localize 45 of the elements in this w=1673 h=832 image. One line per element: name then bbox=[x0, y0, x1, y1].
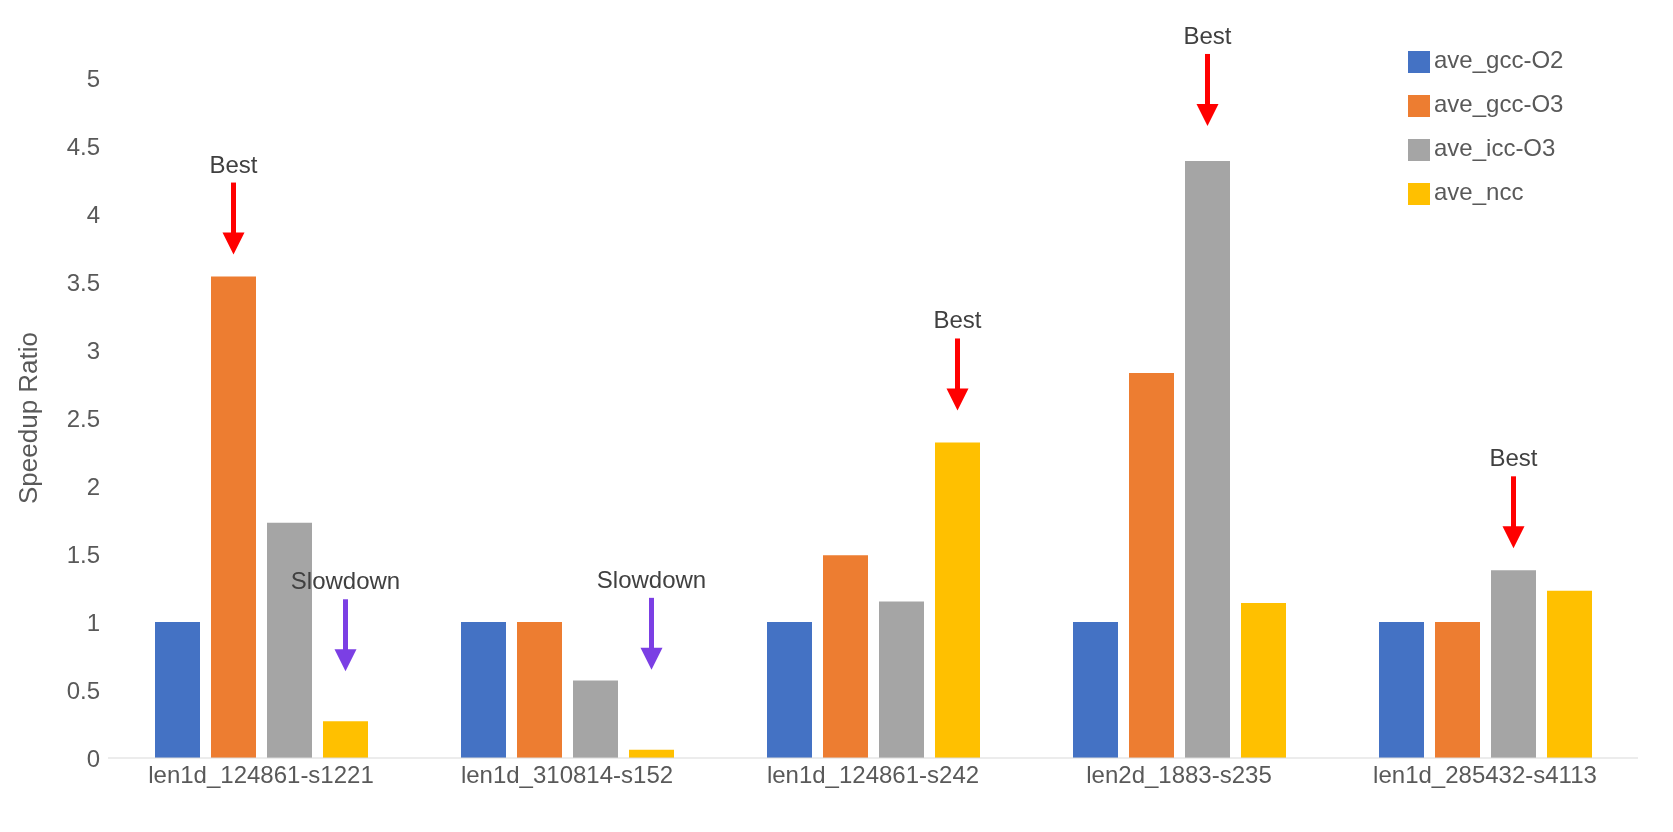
bar bbox=[155, 622, 200, 758]
bar bbox=[1073, 622, 1118, 758]
annotation: Best bbox=[209, 150, 258, 178]
bar bbox=[1129, 373, 1174, 758]
y-tick-label: 2.5 bbox=[66, 404, 100, 432]
y-tick-label: 1.5 bbox=[66, 540, 100, 568]
bar bbox=[1435, 622, 1480, 758]
y-tick-label: 5 bbox=[86, 64, 100, 92]
legend-label: ave_ncc bbox=[1434, 178, 1524, 205]
bar bbox=[879, 601, 924, 758]
y-axis-title: Speedup Ratio bbox=[13, 331, 44, 505]
y-tick-label: 3.5 bbox=[66, 268, 100, 296]
y-tick-label: 0 bbox=[86, 744, 100, 772]
bar bbox=[1547, 590, 1592, 758]
bar bbox=[767, 622, 812, 758]
bar bbox=[323, 721, 368, 758]
x-tick-label: len1d_310814-s152 bbox=[460, 761, 674, 789]
x-tick-label: len1d_124861-s242 bbox=[766, 761, 980, 789]
y-tick-label: 1 bbox=[86, 608, 100, 636]
annotation: Best bbox=[933, 306, 982, 334]
x-tick-label: len1d_285432-s4113 bbox=[1373, 761, 1597, 789]
bar bbox=[517, 622, 562, 758]
legend-label: ave_icc-O3 bbox=[1434, 134, 1556, 161]
y-tick-label: 4 bbox=[86, 200, 100, 228]
x-tick-label: len1d_124861-s1221 bbox=[148, 761, 374, 789]
x-tick-label: len2d_1883-s235 bbox=[1086, 761, 1272, 789]
bar bbox=[1185, 160, 1230, 758]
bar bbox=[573, 680, 618, 758]
annotation: Slowdown bbox=[596, 565, 707, 593]
annotation: Best bbox=[1489, 444, 1538, 472]
bar bbox=[935, 442, 980, 758]
bar bbox=[1379, 622, 1424, 758]
legend-label: ave_gcc-O3 bbox=[1434, 90, 1564, 117]
y-tick-label: 3 bbox=[86, 336, 100, 364]
bar bbox=[1491, 570, 1536, 758]
bar bbox=[461, 622, 506, 758]
y-tick-label: 4.5 bbox=[66, 132, 100, 160]
y-tick-label: 2 bbox=[86, 472, 100, 500]
bar bbox=[823, 555, 868, 758]
bar bbox=[211, 276, 256, 758]
legend-label: ave_gcc-O2 bbox=[1434, 46, 1564, 73]
y-tick-label: 0.5 bbox=[66, 676, 100, 704]
bar bbox=[1241, 602, 1286, 758]
text: Best bbox=[1183, 21, 1232, 49]
annotation: Slowdown bbox=[290, 567, 401, 595]
